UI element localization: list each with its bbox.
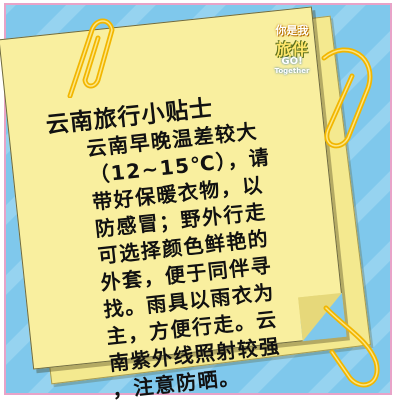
note-content: 云南旅行小贴士 云南早晚温差较大 （12~15℃），请 带好保暖衣物，以 防感冒… (44, 75, 372, 402)
logo-line-1: 你是我 (275, 24, 309, 37)
note-body: 云南早晚温差较大 （12~15℃），请 带好保暖衣物，以 防感冒；野外行走 可选… (85, 117, 294, 405)
paper-clip-top-icon (67, 18, 115, 98)
travel-buddy-logo: 你是我 旅伴 GO! Together (256, 18, 328, 78)
logo-line-4: Together (274, 67, 310, 75)
paper-clip-right-icon (321, 47, 373, 149)
logo-line-2: 旅伴 (275, 40, 308, 59)
logo-line-3: GO! (281, 56, 303, 67)
paper-clip-bottom-icon (323, 305, 380, 388)
